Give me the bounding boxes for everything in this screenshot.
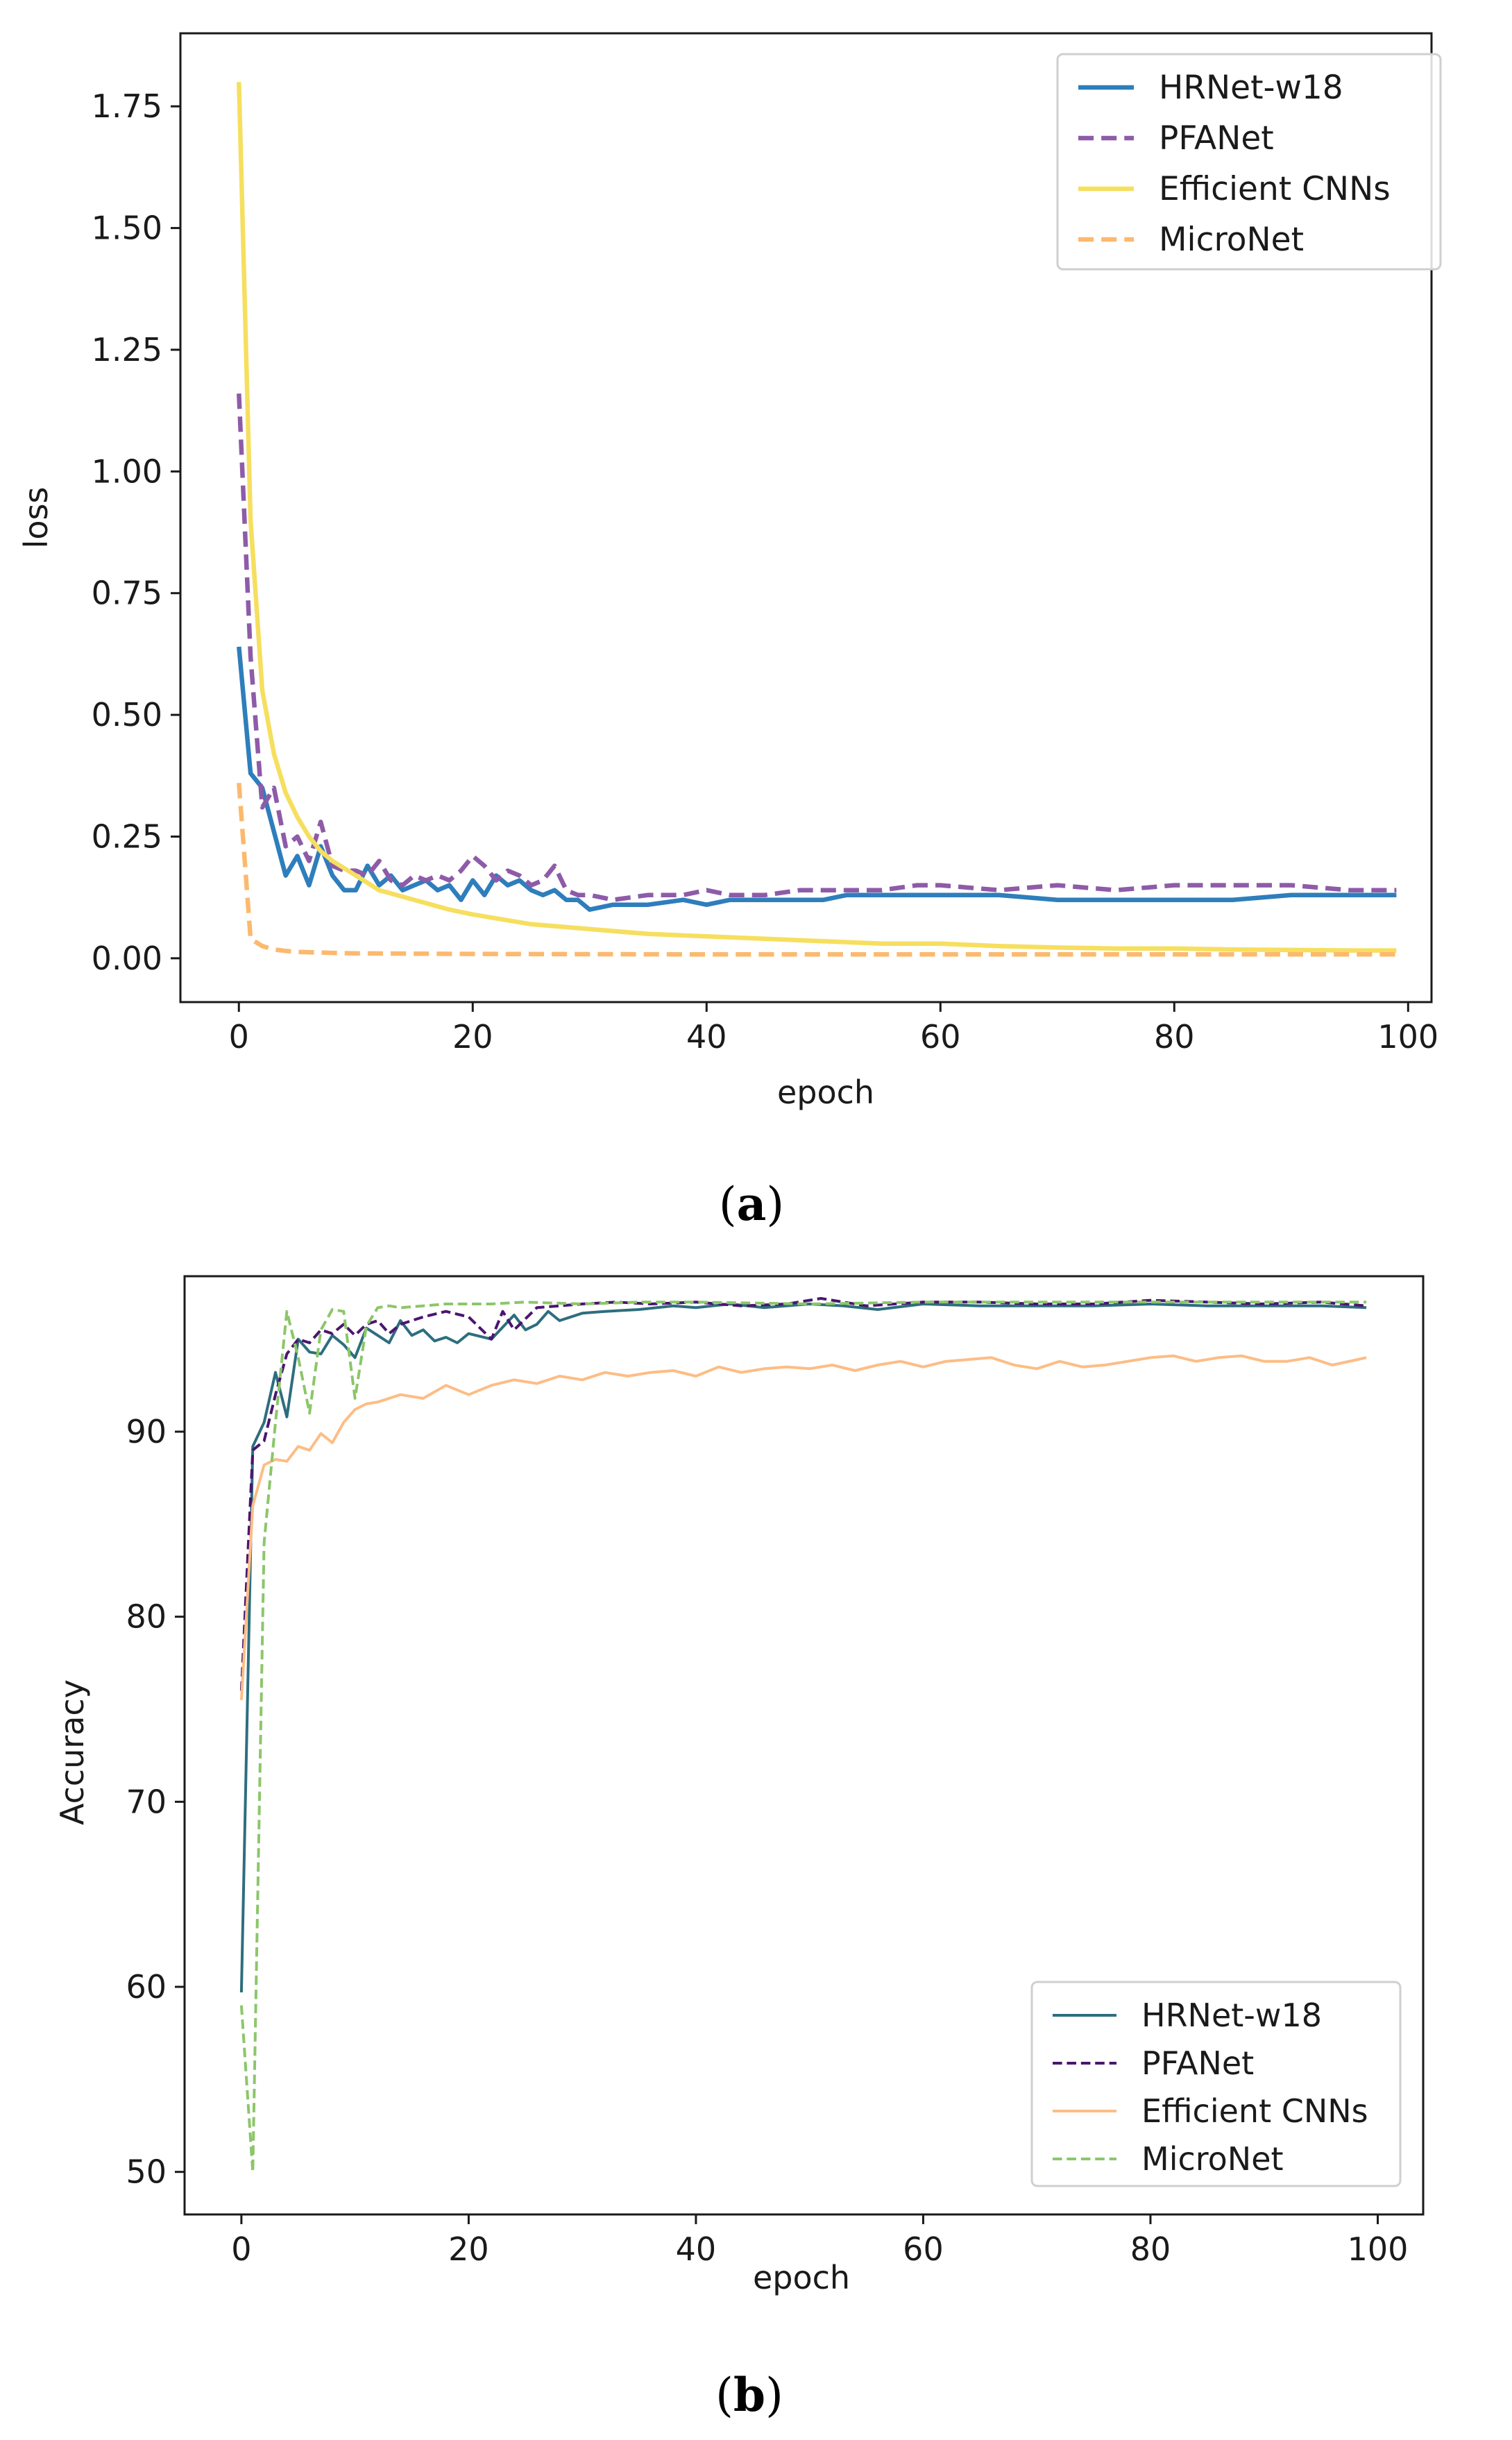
y-tick-label: 90: [126, 1413, 167, 1450]
y-axis-label: loss: [17, 487, 55, 549]
y-tick-label: 0.25: [92, 817, 162, 855]
series-line-pfanet: [239, 1297, 1367, 1691]
x-tick-label: 60: [920, 1018, 961, 1056]
legend-label: Efficient CNNs: [1159, 170, 1391, 208]
x-axis-label: epoch: [753, 2259, 850, 2296]
x-tick-label: 80: [1130, 2230, 1171, 2268]
loss-chart: 0 20 40 60 80 100 0.00 0.25 0.50 0.75 1.00 1.25 1.50…: [17, 32, 1442, 1231]
y-tick-label: 1.25: [92, 331, 162, 368]
y-tick-label: 1.75: [92, 87, 162, 125]
series-line-efficient-cnns: [237, 82, 1397, 953]
x-axis-label: epoch: [777, 1074, 874, 1111]
legend-label: Efficient CNNs: [1141, 2092, 1368, 2130]
legend-label: MicroNet: [1159, 221, 1304, 259]
y-tick-label: 70: [126, 1783, 167, 1820]
x-tick-label: 100: [1348, 2230, 1409, 2268]
y-tick-label: 50: [126, 2153, 167, 2191]
x-tick-label: 60: [903, 2230, 944, 2268]
series-line-micronet: [239, 1301, 1367, 2174]
legend-label: PFANet: [1159, 119, 1274, 158]
x-tick-label: 40: [676, 2230, 717, 2268]
legend-label: HRNet-w18: [1159, 69, 1343, 107]
x-tick-label: 20: [448, 2230, 489, 2268]
accuracy-chart: 0 20 40 60 80 100 50 60 70 80 90 epoch Accuracy HRNet…: [53, 1275, 1425, 2422]
y-tick-label: 1.50: [92, 210, 162, 247]
y-axis-label: Accuracy: [53, 1679, 91, 1825]
series-line-hrnet-w18: [237, 646, 1397, 912]
legend-box: [1030, 1981, 1402, 2187]
plot-frame: [183, 1275, 1425, 2216]
x-tick-label: 80: [1154, 1018, 1195, 1056]
legend-label: HRNet-w18: [1141, 1997, 1322, 2034]
x-tick-label: 20: [452, 1018, 493, 1056]
x-tick-label: 40: [686, 1018, 727, 1056]
legend: HRNet-w18 PFANet Efficient CNNs MicroNet: [1056, 53, 1442, 271]
x-tick-label: 0: [229, 1018, 249, 1056]
y-tick-label: 80: [126, 1598, 167, 1636]
x-tick-label: 100: [1377, 1018, 1438, 1056]
y-tick-label: 0.75: [92, 575, 162, 612]
y-tick-label: 0.00: [92, 940, 162, 977]
plot-frame: [179, 32, 1433, 1003]
legend: HRNet-w18 PFANet Efficient CNNs MicroNet: [1030, 1981, 1402, 2187]
series-line-efficient-cnns: [239, 1354, 1367, 1700]
series-line-pfanet: [237, 393, 1397, 902]
legend-label: PFANet: [1141, 2044, 1254, 2082]
y-tick-label: 60: [126, 1968, 167, 2006]
y-tick-label: 1.00: [92, 452, 162, 490]
panel-caption: (b): [715, 2368, 783, 2422]
series-line-micronet: [237, 783, 1397, 957]
y-tick-label: 0.50: [92, 696, 162, 734]
legend-label: MicroNet: [1141, 2140, 1284, 2178]
x-tick-label: 0: [231, 2230, 251, 2268]
panel-caption: (a): [719, 1177, 784, 1231]
legend-box: [1056, 53, 1442, 271]
